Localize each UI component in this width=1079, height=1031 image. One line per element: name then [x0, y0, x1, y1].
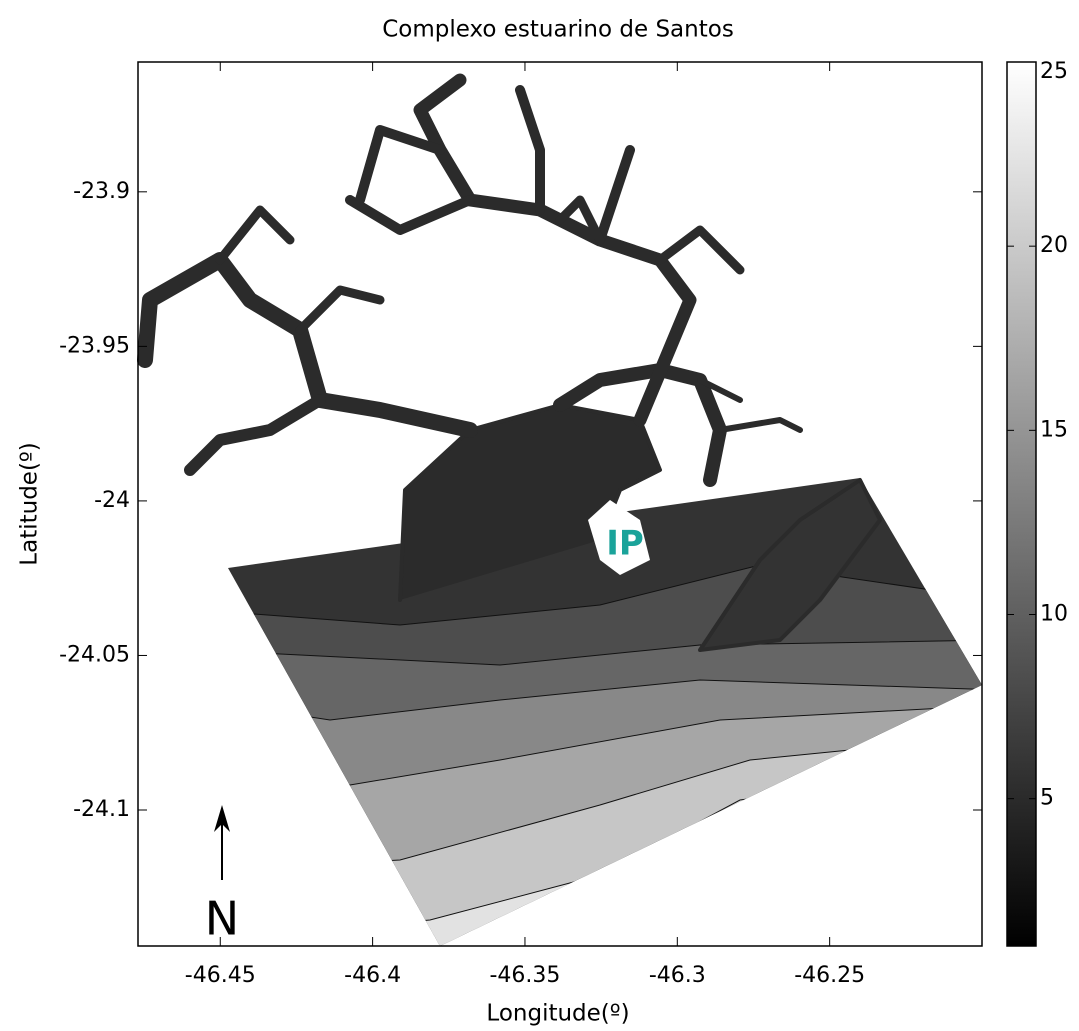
annotation: IP: [606, 524, 644, 564]
x-axis-label: Longitude(º): [486, 1001, 629, 1027]
x-tick-label: -46.25: [794, 963, 865, 988]
annotation: N: [205, 892, 239, 946]
y-tick-label: -24.05: [59, 642, 130, 667]
chart-title: Complexo estuarino de Santos: [382, 17, 734, 43]
colorbar-tick-label: 25: [1040, 59, 1068, 84]
x-tick-label: -46.35: [489, 963, 560, 988]
y-axis-label: Latitude(º): [17, 442, 43, 565]
plot-frame: [137, 61, 983, 947]
x-tick-label: -46.4: [344, 963, 401, 988]
y-tick-label: -23.95: [59, 333, 130, 358]
y-tick-label: -23.9: [73, 179, 130, 204]
x-tick-label: -46.3: [649, 963, 706, 988]
estuary: [137, 73, 882, 652]
x-tick-label: -46.45: [185, 963, 256, 988]
island: [588, 500, 650, 575]
colorbar-tick-label: 15: [1040, 417, 1068, 442]
y-tick-label: -24: [94, 488, 130, 513]
colorbar: [1006, 61, 1037, 947]
colorbar-tick-label: 5: [1040, 786, 1054, 811]
north-arrow-head: [214, 805, 230, 832]
colorbar-tick-label: 20: [1040, 233, 1068, 258]
y-tick-label: -24.1: [73, 797, 130, 822]
colorbar-tick-label: 10: [1040, 602, 1068, 627]
